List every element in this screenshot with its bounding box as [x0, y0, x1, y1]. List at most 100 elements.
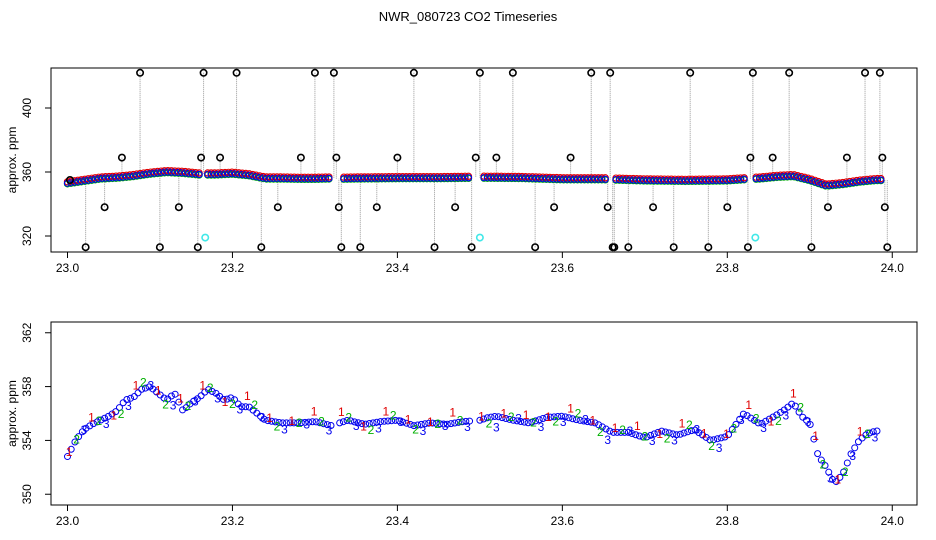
avg-point: [86, 422, 94, 430]
trace-point: [643, 176, 651, 184]
trace-point: [311, 175, 319, 183]
reference-point: [372, 203, 381, 212]
avg-point: [595, 421, 603, 429]
trace-point: [364, 174, 372, 182]
trace-point: [591, 175, 599, 183]
chart-title: NWR_080723 CO2 Timeseries: [379, 9, 558, 24]
trace-point: [494, 174, 502, 182]
avg-point: [661, 428, 669, 436]
avg-point: [591, 419, 599, 427]
symbol-mark: 1: [768, 415, 775, 429]
avg-point: [558, 412, 566, 420]
avg-point: [297, 419, 305, 427]
symbol-mark: 3: [326, 423, 333, 437]
x-tick-label: 23.4: [386, 261, 410, 275]
reference-point: [785, 68, 794, 77]
trace-point: [146, 169, 155, 178]
avg-point: [606, 427, 614, 435]
trace-point: [357, 174, 365, 183]
trace-point: [392, 174, 400, 182]
trace-point: [573, 175, 582, 183]
trace-point: [619, 176, 627, 184]
symbol-mark: 3: [515, 411, 522, 425]
symbol-mark: 1: [834, 473, 841, 487]
avg-point: [554, 413, 562, 421]
avg-point: [179, 406, 187, 414]
trace-point: [797, 174, 805, 182]
trace-point: [825, 181, 833, 189]
trace-point: [846, 179, 854, 187]
trace-point: [126, 172, 134, 181]
reference-point: [216, 153, 225, 162]
reference-point: [606, 68, 615, 77]
trace-point: [832, 181, 840, 189]
trace-point: [598, 175, 606, 183]
avg-point: [301, 418, 309, 426]
avg-point: [108, 410, 116, 418]
trace-point: [321, 174, 330, 183]
trace-point: [873, 176, 882, 184]
avg-point: [769, 413, 777, 421]
trace-point: [304, 175, 312, 183]
symbol-mark: 1: [590, 414, 597, 428]
avg-point: [134, 389, 142, 397]
symbol-mark: 2: [434, 417, 441, 431]
avg-point: [343, 416, 351, 424]
avg-point: [535, 416, 543, 424]
symbol-mark: 1: [812, 429, 819, 443]
symbol-mark: 2: [508, 410, 515, 424]
avg-point: [676, 430, 684, 438]
avg-point: [271, 418, 279, 426]
trace-point: [74, 178, 82, 186]
symbol-mark: 3: [237, 402, 244, 416]
trace-point: [587, 175, 596, 183]
symbol-mark: 2: [118, 407, 125, 421]
trace-point: [426, 174, 435, 182]
avg-point: [373, 418, 381, 426]
avg-point: [127, 394, 135, 402]
symbol-mark: 3: [214, 391, 221, 405]
avg-point: [795, 408, 803, 416]
avg-point: [115, 404, 123, 412]
reference-point: [393, 153, 402, 162]
y-tick-label: 358: [20, 376, 34, 396]
avg-point: [421, 420, 429, 428]
avg-point: [802, 416, 810, 424]
avg-point: [565, 414, 573, 422]
avg-point: [290, 419, 298, 427]
avg-point: [305, 418, 313, 426]
trace-point: [653, 176, 662, 185]
symbol-mark: 1: [500, 406, 507, 420]
reference-point: [356, 243, 365, 252]
avg-point: [843, 459, 851, 467]
avg-point: [810, 435, 818, 443]
trace-point: [730, 176, 738, 184]
symbol-mark: 3: [464, 420, 471, 434]
avg-point: [138, 385, 146, 393]
symbol-mark: 2: [797, 400, 804, 414]
trace-point: [577, 175, 585, 183]
trace-point: [235, 170, 243, 178]
trace-point: [712, 176, 721, 185]
symbol-mark: 1: [311, 404, 318, 418]
symbol-mark: 1: [133, 379, 140, 393]
trace-point: [98, 174, 106, 182]
trace-point: [646, 176, 655, 185]
trace-point: [371, 174, 379, 182]
trace-point: [521, 174, 530, 182]
trace-point: [378, 174, 386, 182]
trace-point: [388, 174, 396, 182]
trace-point: [518, 174, 526, 182]
reference-point: [197, 153, 206, 162]
avg-point: [376, 418, 384, 426]
trace-point: [629, 176, 637, 184]
avg-point: [362, 420, 370, 428]
trace-point: [532, 174, 540, 183]
trace-point: [301, 175, 309, 183]
trace-point: [318, 174, 326, 183]
avg-point: [725, 431, 733, 439]
avg-point: [410, 422, 418, 430]
trace-point: [702, 176, 710, 185]
avg-point: [268, 417, 276, 425]
